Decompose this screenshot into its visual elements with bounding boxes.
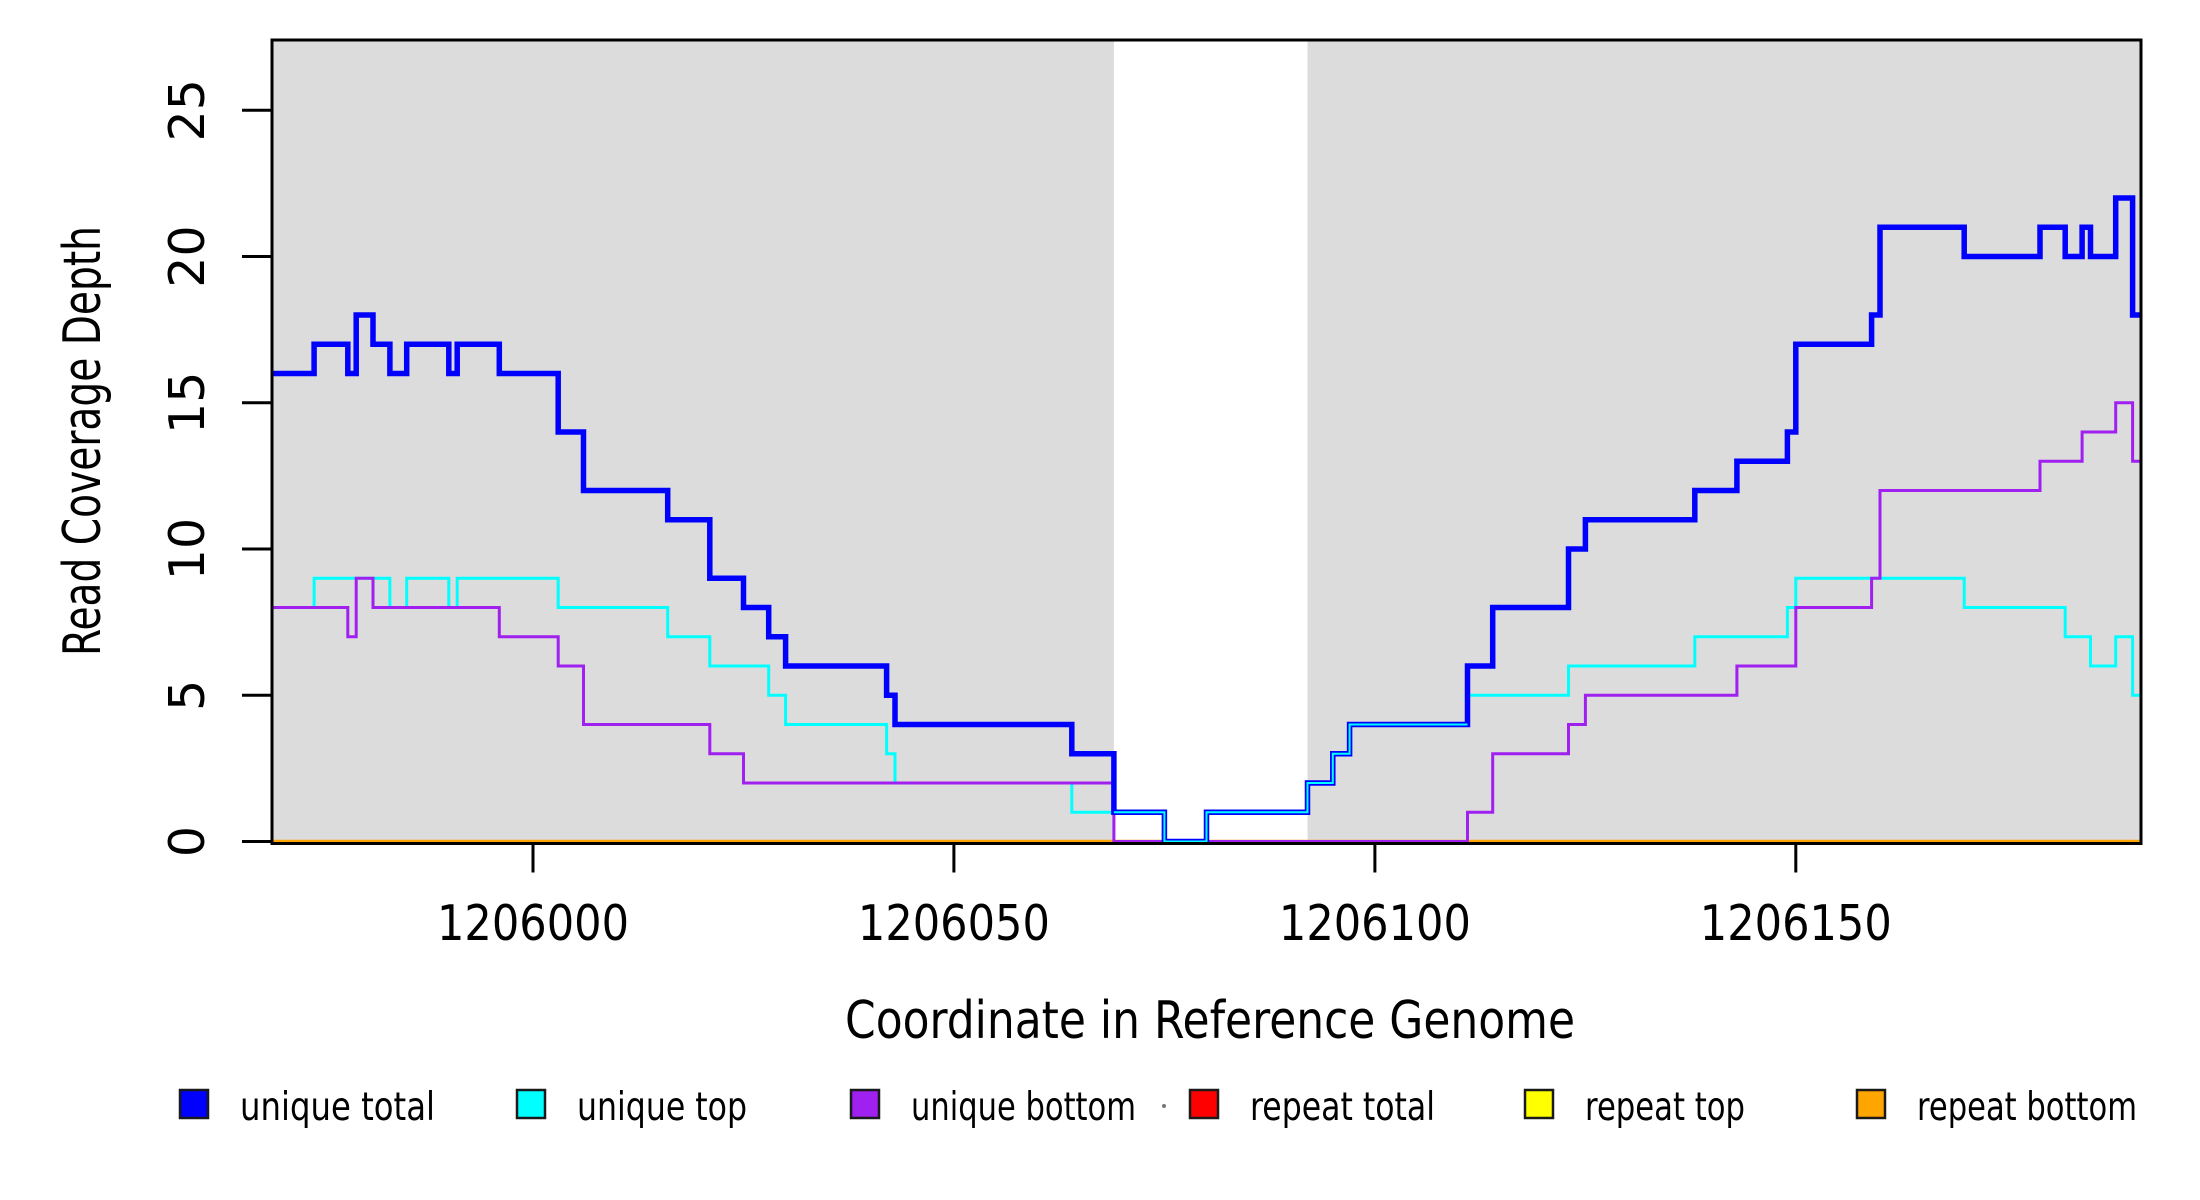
legend-item-repeat-top: repeat top [1523, 1085, 1745, 1130]
legend-swatch [515, 1088, 547, 1120]
legend-item-unique-total: unique total [178, 1085, 435, 1130]
legend-label: unique top [577, 1085, 747, 1130]
series-line-unique-bottom [272, 401, 2141, 843]
overlap-highlight [1113, 723, 1468, 843]
legend-swatch [1188, 1088, 1220, 1120]
y-tick-label: 0 [159, 826, 216, 857]
x-tick-label: 1206050 [858, 895, 1050, 952]
y-tick-label: 15 [159, 372, 216, 434]
axes: 1206000 1206050 1206100 1206150 0 5 10 15 20 25 [159, 38, 2143, 952]
y-tick-label: 25 [159, 79, 216, 141]
legend-label: repeat top [1585, 1085, 1745, 1130]
x-tick-label: 1206000 [437, 895, 629, 952]
x-tick-label: 1206150 [1700, 895, 1892, 952]
legend-swatch [178, 1088, 210, 1120]
y-axis-title: Read Coverage Depth [53, 226, 113, 656]
legend-swatch [1855, 1088, 1887, 1120]
shaded-regions [272, 40, 2141, 844]
legend-swatch [1523, 1088, 1555, 1120]
shaded-region [272, 40, 1114, 844]
legend-label: repeat bottom [1917, 1085, 2137, 1130]
legend-item-repeat-total: repeat total [1188, 1085, 1435, 1130]
y-tick-label: 10 [159, 518, 216, 580]
legend-item-unique-top: unique top [515, 1085, 747, 1130]
plot-border [270, 38, 2143, 845]
legend-item-unique-bottom: unique bottom [849, 1085, 1136, 1130]
series-overlap-overlay [1113, 723, 1468, 843]
legend-label: unique bottom [911, 1085, 1136, 1130]
legend-swatch [849, 1088, 881, 1120]
legend: unique total unique top unique bottom repea… [178, 1085, 2137, 1130]
x-tick-label: 1206100 [1279, 895, 1471, 952]
stray-dot [1162, 1104, 1166, 1108]
legend-label: repeat total [1250, 1085, 1435, 1130]
shaded-region [1307, 40, 2141, 844]
legend-item-repeat-bottom: repeat bottom [1855, 1085, 2137, 1130]
y-tick-label: 20 [159, 225, 216, 287]
legend-label: unique total [240, 1085, 435, 1130]
x-axis-title: Coordinate in Reference Genome [845, 991, 1575, 1051]
y-tick-label: 5 [159, 680, 216, 711]
